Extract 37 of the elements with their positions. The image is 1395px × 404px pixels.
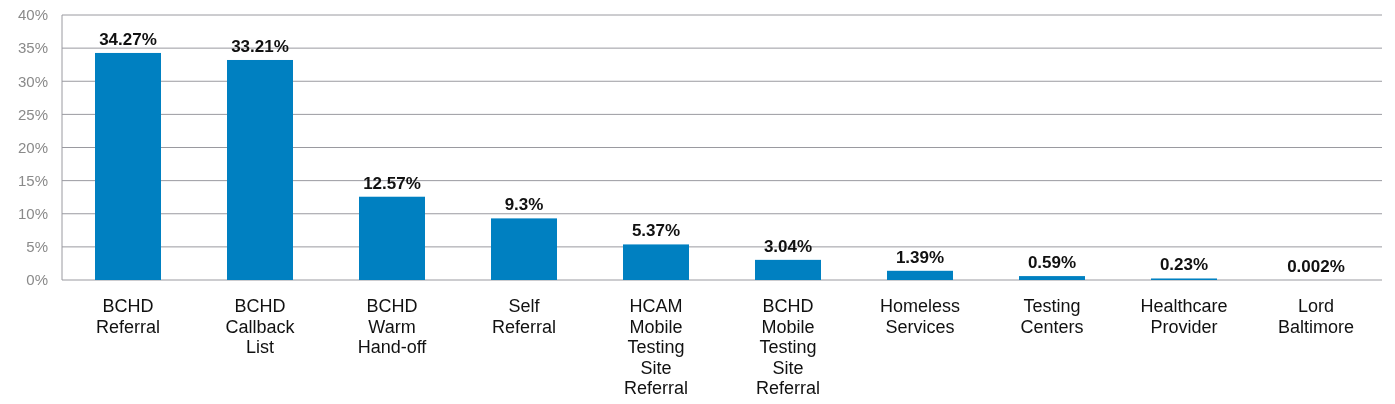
x-tick-label: Testing Centers <box>1020 296 1084 337</box>
data-label: 0.59% <box>1027 253 1077 273</box>
data-label: 0.23% <box>1159 255 1209 275</box>
y-tick-label: 0% <box>26 271 48 289</box>
y-tick-label: 25% <box>17 105 48 123</box>
data-label: 12.57% <box>363 173 421 193</box>
data-label: 0.002% <box>1287 256 1345 276</box>
y-tick-label: 30% <box>17 72 48 90</box>
x-tick-label: Lord Baltimore <box>1277 296 1355 337</box>
y-tick-label: 40% <box>17 6 48 24</box>
x-tick-label: Self Referral <box>491 296 557 337</box>
bar <box>95 52 161 280</box>
x-tick-label: BCHD Mobile Testing Site Referral <box>755 296 821 398</box>
data-label: 9.3% <box>504 195 544 215</box>
bar <box>887 270 953 280</box>
x-tick-label: Homeless Services <box>879 296 961 337</box>
y-tick-label: 35% <box>17 39 48 57</box>
data-label: 34.27% <box>99 29 157 49</box>
bar <box>755 259 821 280</box>
y-tick-label: 20% <box>17 138 48 156</box>
x-tick-label: BCHD Warm Hand-off <box>357 296 428 357</box>
y-tick-label: 15% <box>17 171 48 189</box>
y-tick-label: 5% <box>26 238 48 256</box>
data-label: 1.39% <box>895 247 945 267</box>
data-label: 3.04% <box>763 236 813 256</box>
bar <box>1019 276 1085 280</box>
bar <box>491 218 557 280</box>
x-tick-label: HCAM Mobile Testing Site Referral <box>623 296 689 398</box>
bar <box>359 196 425 280</box>
y-tick-label: 10% <box>17 205 48 222</box>
bar <box>227 59 293 280</box>
x-tick-label: BCHD Referral <box>95 296 161 337</box>
x-tick-label: BCHD Callback List <box>225 296 296 357</box>
x-tick-label: Healthcare Provider <box>1140 296 1228 337</box>
bar <box>623 244 689 280</box>
data-label: 5.37% <box>631 221 681 241</box>
data-label: 33.21% <box>231 36 289 56</box>
